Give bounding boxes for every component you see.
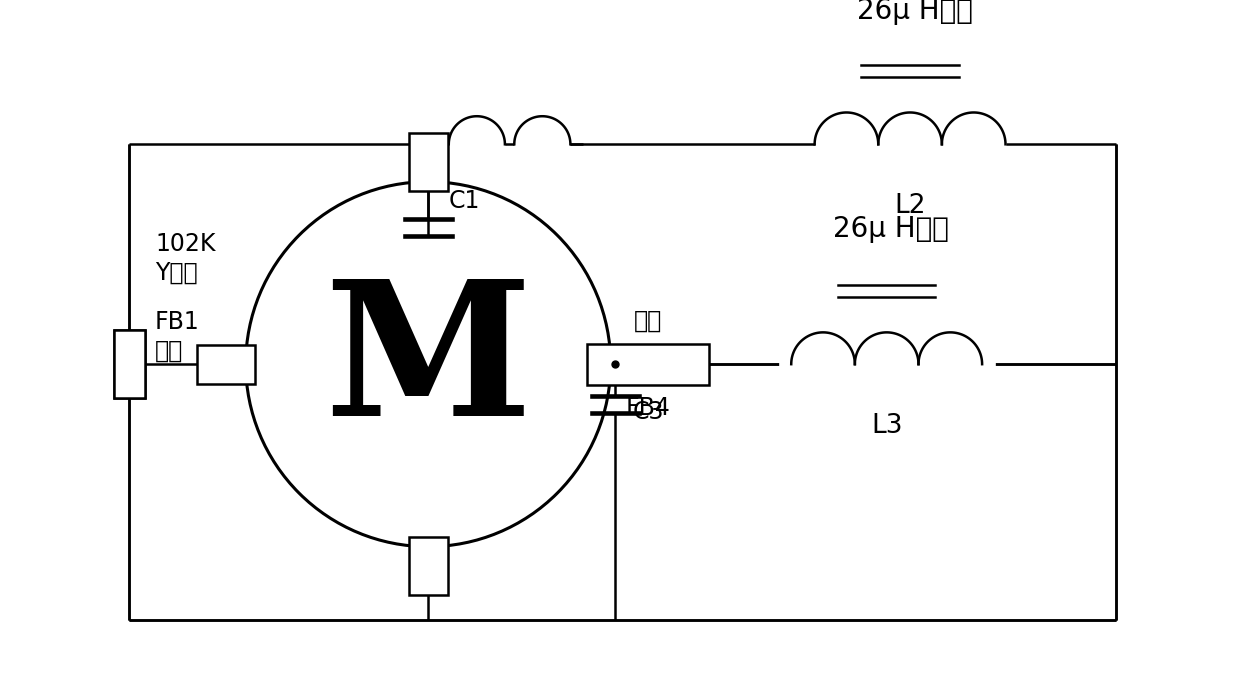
Text: M: M <box>325 273 532 455</box>
Text: C3: C3 <box>632 400 663 424</box>
Text: C1: C1 <box>449 190 480 214</box>
Bar <box>408 133 448 191</box>
Text: 26μ H电感: 26μ H电感 <box>857 0 972 25</box>
Text: L2: L2 <box>894 193 926 219</box>
Bar <box>114 330 145 398</box>
Text: FB1: FB1 <box>155 311 200 335</box>
Text: 102K: 102K <box>155 232 216 256</box>
Text: 26μ H电感: 26μ H电感 <box>833 214 950 243</box>
Text: Y电容: Y电容 <box>155 260 197 284</box>
Bar <box>114 330 145 398</box>
Bar <box>601 345 660 384</box>
Text: 磁珠: 磁珠 <box>155 338 184 362</box>
Text: L3: L3 <box>870 413 903 439</box>
Bar <box>197 345 255 384</box>
Bar <box>408 537 448 596</box>
Text: 磁珠: 磁珠 <box>634 308 662 333</box>
Bar <box>588 344 709 385</box>
Text: FB4: FB4 <box>626 396 671 420</box>
